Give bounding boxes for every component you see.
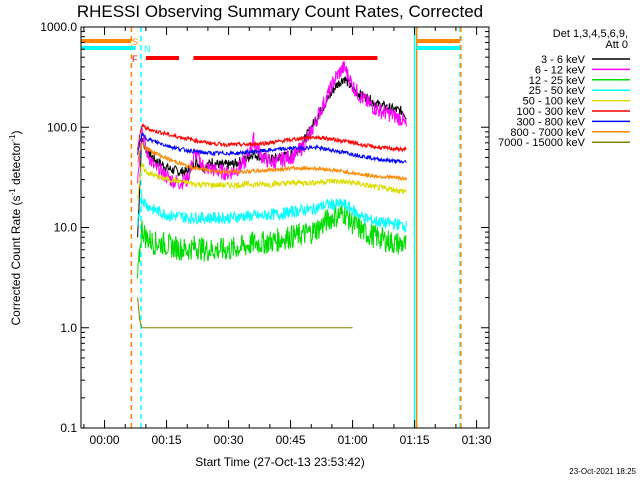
x-tick-label: 00:45 <box>276 433 306 447</box>
y-axis-label: Corrected Count Rate (s-1 detector-1) <box>8 130 23 325</box>
y-tick-label: 100.0 <box>47 120 77 134</box>
flag-label-S: S <box>132 37 138 47</box>
x-tick-label: 01:15 <box>400 433 430 447</box>
x-axis-label: Start Time (27-Oct-13 23:53:42) <box>195 455 364 469</box>
x-tick-label: 01:00 <box>338 433 368 447</box>
flag-label-F: F <box>132 54 138 64</box>
series-line-50-100-kev <box>137 162 407 199</box>
legend-label-12-25-kev: 12 - 25 keV <box>529 75 586 87</box>
series-line-100-300-kev <box>137 123 407 153</box>
x-tick-label: 01:30 <box>462 433 492 447</box>
y-axis-label-main: Corrected Count Rate (s <box>9 195 23 325</box>
legend-label-25-50-kev: 25 - 50 keV <box>529 85 586 97</box>
y-tick-label: 0.1 <box>60 421 77 435</box>
x-tick-label: 00:00 <box>90 433 120 447</box>
series-line-25-50-kev <box>137 194 407 233</box>
legend-label-300-800-kev: 300 - 800 keV <box>517 116 586 128</box>
legend-label-100-300-kev: 100 - 300 keV <box>517 106 586 118</box>
y-axis-label-sup1: -1 <box>8 188 17 196</box>
legend-header-line: Det 1,3,4,5,6,9, <box>553 28 628 40</box>
x-tick-label: 00:15 <box>152 433 182 447</box>
series-line-6-12-kev <box>137 60 407 190</box>
y-axis-label-end: ) <box>9 130 23 134</box>
legend-label-50-100-kev: 50 - 100 keV <box>523 96 586 108</box>
plot-area: SNF <box>81 27 462 428</box>
series-line-7000-15000-kev <box>137 297 353 329</box>
footer-timestamp: 23-Oct-2021 18:25 <box>569 467 636 476</box>
series-line-800-7000-kev <box>137 142 407 182</box>
y-tick-label: 1.0 <box>60 321 77 335</box>
chart-title: RHESSI Observing Summary Count Rates, Co… <box>77 2 483 21</box>
x-tick-label: 00:30 <box>214 433 244 447</box>
series-line-12-25-kev <box>137 204 407 279</box>
legend-label-800-7000-kev: 800 - 7000 keV <box>510 127 585 139</box>
legend-label-7000-15000-kev: 7000 - 15000 keV <box>498 137 586 149</box>
series-line-300-800-kev <box>137 132 407 165</box>
y-axis-label-sup2: -1 <box>8 134 17 142</box>
y-tick-label: 10.0 <box>54 221 78 235</box>
flag-label-N: N <box>144 44 151 54</box>
axes: 00:00 00:15 00:30 00:45 01:00 01:15 01:30 0.1 1.… <box>40 20 492 447</box>
y-axis-label-mid: detector <box>9 142 23 189</box>
legend-label-3-6-kev: 3 - 6 keV <box>541 54 586 66</box>
y-tick-label: 1000.0 <box>40 20 77 34</box>
legend-header-line: Att 0 <box>605 39 628 51</box>
legend-label-6-12-kev: 6 - 12 keV <box>535 64 586 76</box>
